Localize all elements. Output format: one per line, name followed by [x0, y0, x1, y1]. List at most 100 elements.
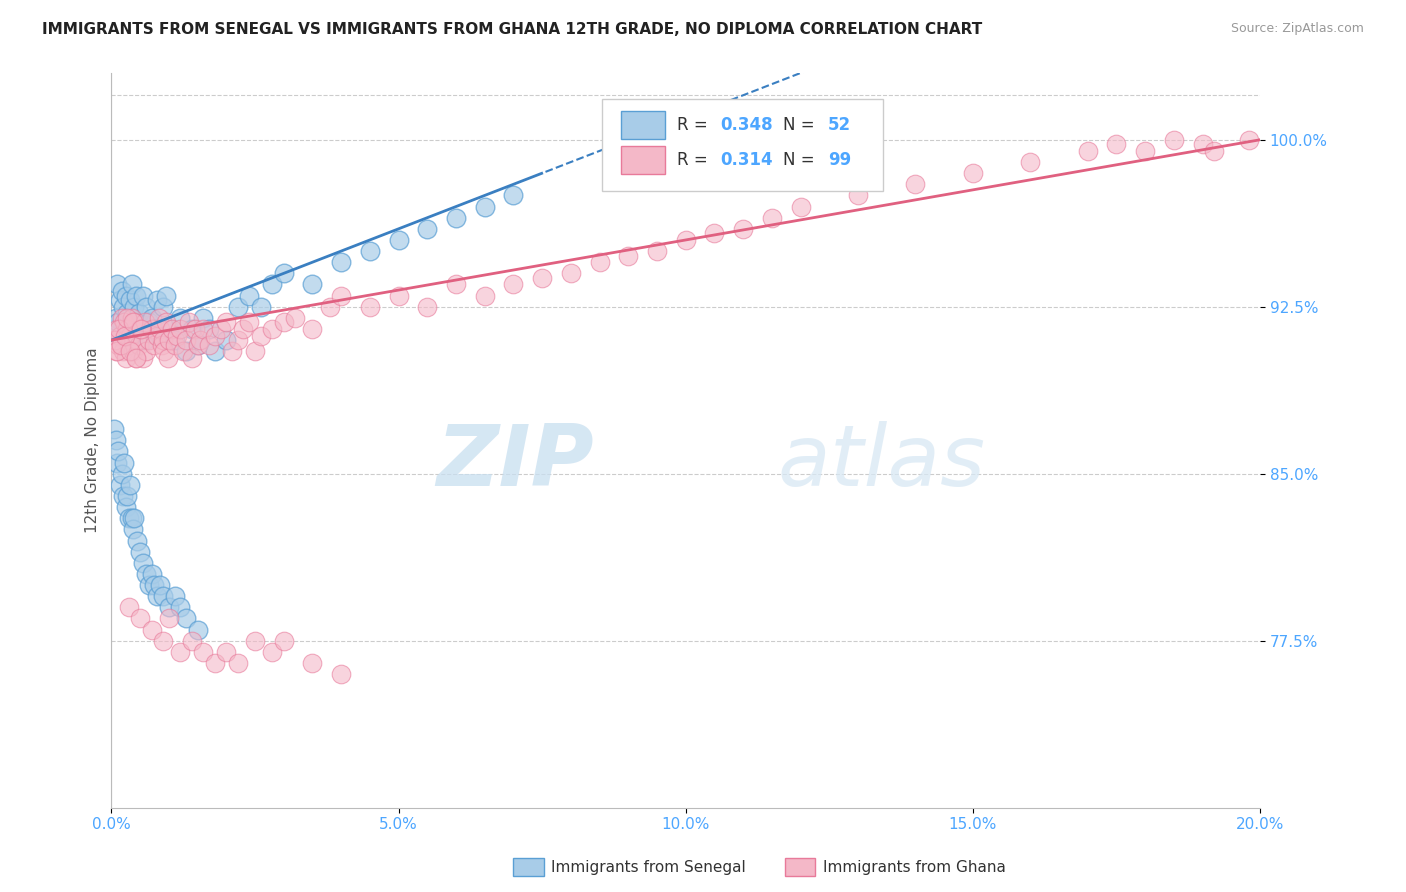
- Point: [193, 645, 215, 659]
- Point: [118, 328, 141, 343]
- Point: [193, 310, 215, 325]
- Point: [121, 511, 143, 525]
- Point: [156, 351, 179, 365]
- Point: [262, 645, 284, 659]
- Point: [150, 337, 173, 351]
- Point: [1133, 144, 1156, 158]
- Point: [157, 333, 180, 347]
- Point: [129, 611, 152, 625]
- Point: [114, 351, 136, 365]
- Point: [115, 310, 138, 325]
- Point: [134, 315, 156, 329]
- Point: [111, 284, 134, 298]
- Point: [105, 456, 128, 470]
- Point: [226, 656, 249, 670]
- Point: [172, 344, 194, 359]
- Point: [128, 337, 150, 351]
- Point: [124, 315, 146, 329]
- Point: [124, 288, 146, 302]
- Point: [112, 333, 135, 347]
- Point: [904, 178, 927, 192]
- Point: [127, 533, 149, 548]
- Point: [104, 333, 127, 347]
- Text: IMMIGRANTS FROM SENEGAL VS IMMIGRANTS FROM GHANA 12TH GRADE, NO DIPLOMA CORRELAT: IMMIGRANTS FROM SENEGAL VS IMMIGRANTS FR…: [42, 22, 983, 37]
- Point: [107, 444, 129, 458]
- Point: [135, 344, 157, 359]
- Point: [1077, 144, 1099, 158]
- Point: [118, 478, 141, 492]
- Point: [846, 188, 869, 202]
- Point: [387, 233, 409, 247]
- Point: [157, 600, 180, 615]
- Point: [166, 328, 188, 343]
- Point: [143, 578, 166, 592]
- Point: [284, 310, 307, 325]
- Point: [617, 248, 640, 262]
- Point: [117, 306, 139, 320]
- Point: [169, 322, 191, 336]
- Point: [122, 522, 145, 536]
- Point: [111, 489, 134, 503]
- Point: [138, 333, 160, 347]
- Point: [152, 633, 174, 648]
- Point: [146, 589, 169, 603]
- Text: ZIP: ZIP: [436, 421, 593, 504]
- Point: [180, 322, 202, 336]
- Point: [111, 310, 134, 325]
- Point: [155, 315, 177, 329]
- Point: [238, 288, 260, 302]
- Point: [111, 467, 134, 481]
- Point: [1019, 155, 1042, 169]
- Text: N =: N =: [783, 116, 820, 134]
- Point: [531, 270, 554, 285]
- Point: [183, 322, 205, 336]
- Point: [962, 166, 984, 180]
- Point: [359, 244, 381, 258]
- Text: Immigrants from Ghana: Immigrants from Ghana: [823, 860, 1005, 874]
- Point: [215, 645, 238, 659]
- Point: [125, 351, 148, 365]
- Point: [146, 328, 169, 343]
- Point: [502, 188, 524, 202]
- Point: [416, 300, 439, 314]
- Point: [1237, 133, 1260, 147]
- Point: [318, 300, 340, 314]
- Point: [132, 351, 155, 365]
- Point: [124, 511, 146, 525]
- Point: [111, 300, 134, 314]
- Point: [243, 633, 266, 648]
- Point: [105, 277, 128, 292]
- Text: N =: N =: [783, 151, 820, 169]
- Bar: [621, 112, 665, 139]
- Point: [127, 333, 149, 347]
- Point: [1163, 133, 1185, 147]
- Point: [187, 337, 209, 351]
- Point: [146, 293, 169, 307]
- Point: [149, 322, 172, 336]
- Point: [180, 351, 202, 365]
- Point: [148, 310, 170, 325]
- Point: [124, 300, 146, 314]
- Text: Source: ZipAtlas.com: Source: ZipAtlas.com: [1230, 22, 1364, 36]
- Point: [645, 244, 668, 258]
- Point: [243, 344, 266, 359]
- Point: [141, 322, 163, 336]
- Point: [502, 277, 524, 292]
- Point: [105, 344, 128, 359]
- Point: [273, 633, 295, 648]
- Point: [117, 322, 139, 336]
- Point: [703, 227, 725, 241]
- Point: [444, 277, 467, 292]
- Point: [330, 667, 353, 681]
- Text: 0.348: 0.348: [720, 116, 773, 134]
- Point: [141, 310, 163, 325]
- Point: [108, 478, 131, 492]
- Point: [262, 277, 284, 292]
- Point: [249, 328, 271, 343]
- Point: [249, 300, 271, 314]
- Point: [163, 333, 186, 347]
- Point: [122, 333, 145, 347]
- Point: [117, 600, 139, 615]
- Point: [359, 300, 381, 314]
- Point: [221, 344, 243, 359]
